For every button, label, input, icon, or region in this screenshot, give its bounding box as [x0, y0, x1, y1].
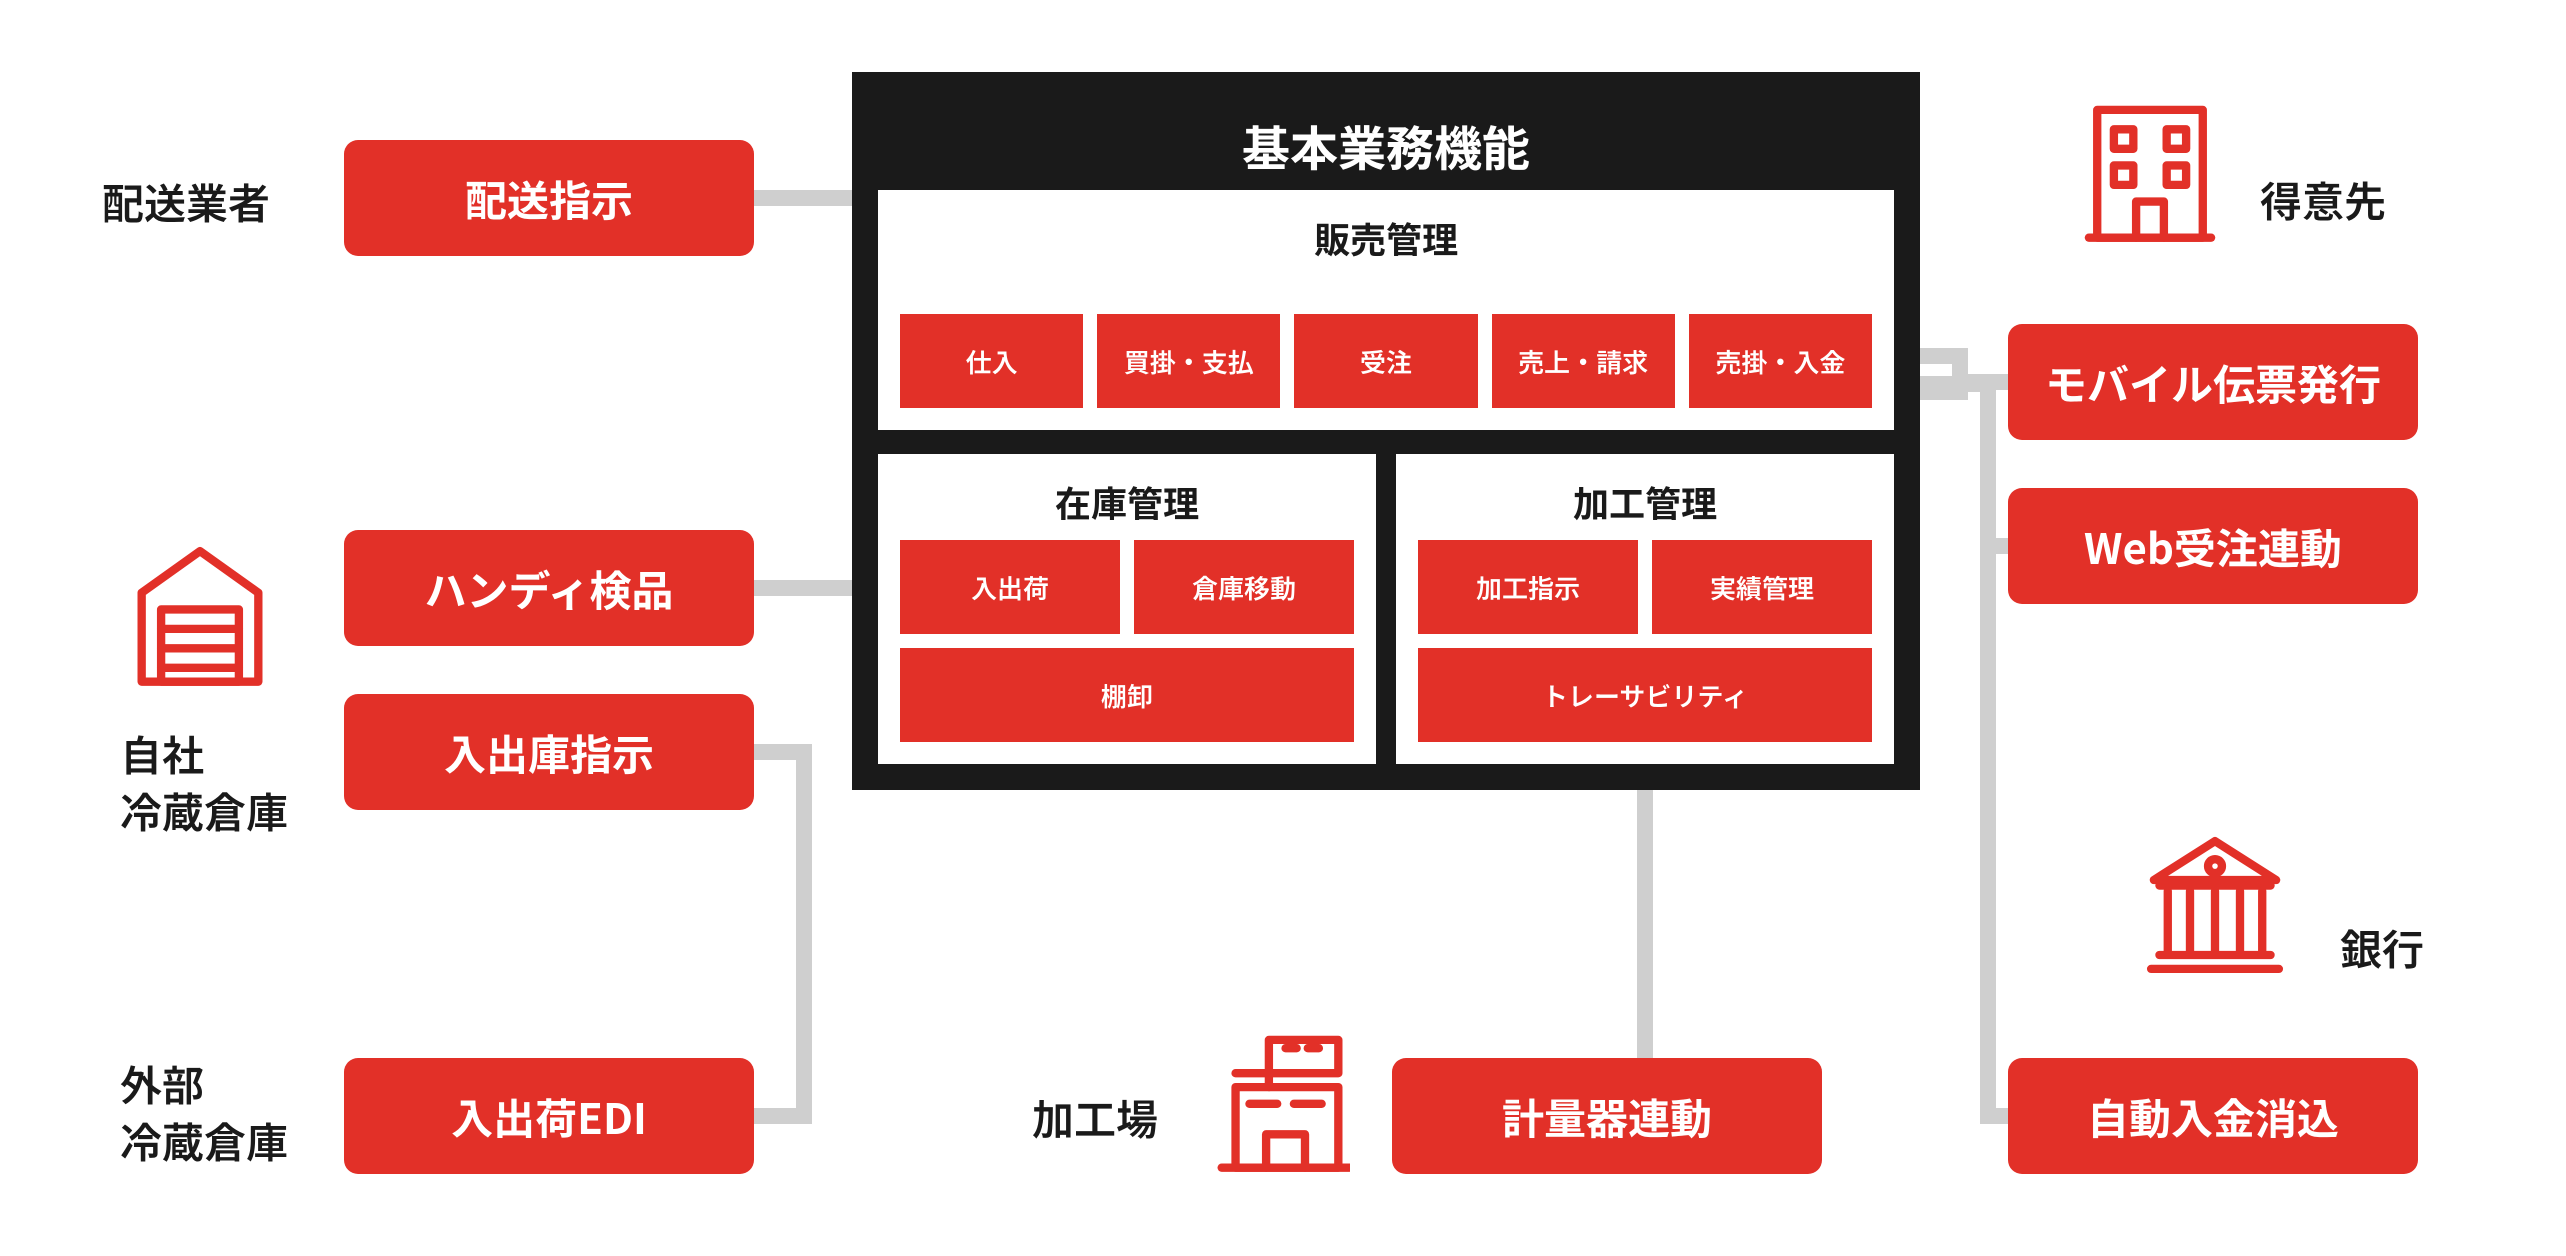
factory-icon [1210, 1026, 1350, 1176]
handy-inspection-button: ハンディ検品 [344, 530, 754, 646]
process-item: 加工指示 [1418, 540, 1638, 634]
external-warehouse-label: 外部 冷蔵倉庫 [120, 1056, 288, 1169]
panel-stock-title: 在庫管理 [878, 476, 1376, 528]
delivery-instruction-button: 配送指示 [344, 140, 754, 256]
mobile-slip-label: モバイル伝票発行 [2045, 352, 2381, 413]
factory-label: 加工場 [1032, 1090, 1158, 1147]
stock-item: 棚卸 [900, 648, 1354, 742]
web-order-button: Web受注連動 [2008, 488, 2418, 604]
panel-sales-title: 販売管理 [878, 212, 1894, 264]
sales-item: 受注 [1294, 314, 1477, 408]
stock-item: 入出荷 [900, 540, 1120, 634]
panel-process-title: 加工管理 [1396, 476, 1894, 528]
auto-reconcile-label: 自動入金消込 [2087, 1086, 2339, 1147]
bank-icon [2140, 830, 2290, 980]
building-icon [2080, 96, 2220, 246]
process-item: トレーサビリティ [1418, 648, 1872, 742]
carrier-label: 配送業者 [102, 174, 270, 231]
shipping-edi-button: 入出荷EDI [344, 1058, 754, 1174]
scale-link-label: 計量器連動 [1502, 1086, 1712, 1147]
sales-item: 仕入 [900, 314, 1083, 408]
scale-link-button: 計量器連動 [1392, 1058, 1822, 1174]
shipping-edi-label: 入出荷EDI [451, 1086, 647, 1147]
warehouse-icon [130, 540, 270, 690]
delivery-instruction-label: 配送指示 [465, 168, 633, 229]
inout-instruction-label: 入出庫指示 [444, 722, 654, 783]
sales-item: 売掛・入金 [1689, 314, 1872, 408]
customer-label: 得意先 [2260, 172, 2386, 229]
own-warehouse-label: 自社 冷蔵倉庫 [120, 726, 288, 839]
sales-item: 買掛・支払 [1097, 314, 1280, 408]
mobile-slip-button: モバイル伝票発行 [2008, 324, 2418, 440]
auto-reconcile-button: 自動入金消込 [2008, 1058, 2418, 1174]
core-title: 基本業務機能 [878, 110, 1894, 180]
inout-instruction-button: 入出庫指示 [344, 694, 754, 810]
process-item: 実績管理 [1652, 540, 1872, 634]
handy-inspection-label: ハンディ検品 [424, 558, 673, 619]
web-order-label: Web受注連動 [2084, 516, 2342, 577]
stock-item: 倉庫移動 [1134, 540, 1354, 634]
sales-item: 売上・請求 [1492, 314, 1675, 408]
bank-label: 銀行 [2340, 920, 2424, 977]
